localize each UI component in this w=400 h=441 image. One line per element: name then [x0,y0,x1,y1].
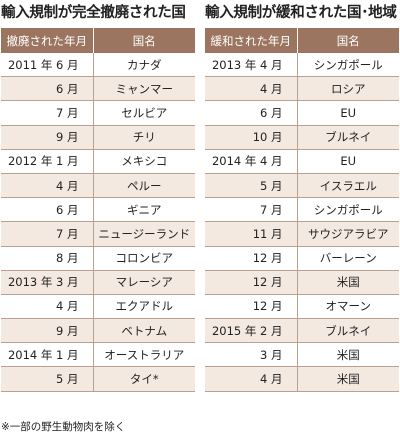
row-country: ロシア [297,76,399,102]
row-country: バーレーン [297,246,399,271]
table-row: 6 月 EU [205,100,399,126]
table-row: 9 月チリ [1,125,195,150]
row-date: 4 月 [205,76,298,102]
row-date: 2013 年 4 月 [205,53,298,78]
table-row: 4 月ロシア [205,76,399,102]
row-date: 4 月 [1,294,94,320]
table-row: 6 月ギニア [1,197,195,223]
abolished-table-body: 2011 年 6 月カナダ 6 月ミャンマー 7 月セルビア 9 月チリ 2012 年 … [1,53,195,392]
row-country: ニュージーランド [93,221,195,247]
row-date: 2012 年 1 月 [1,149,94,174]
row-country: エクアドル [93,294,195,320]
row-country: オーストラリア [93,342,195,368]
row-country: 米国 [297,270,399,295]
row-country: EU [297,100,399,126]
column-header-date: 緩和された年月 [205,28,298,53]
row-date: 12 月 [205,294,298,320]
table-row: 7 月シンガポール [205,197,399,223]
row-country: サウジアラビア [297,221,399,247]
table-row: 2013 年 4 月シンガポール [205,53,399,78]
row-country: ギニア [93,197,195,223]
row-date: 12 月 [205,270,298,295]
row-date: 6 月 [205,100,298,126]
table-row: 6 月ミャンマー [1,76,195,102]
row-date: 2015 年 2 月 [205,318,298,344]
row-country: ブルネイ [297,125,399,150]
row-country: オマーン [297,294,399,320]
table-row: 5 月イスラエル [205,173,399,199]
row-country: シンガポール [297,197,399,223]
column-header-country: 国名 [297,28,399,53]
table-row: 4 月米国 [205,366,399,392]
row-date: 2013 年 3 月 [1,270,94,295]
row-date: 9 月 [1,125,94,150]
table-row: 2015 年 2 月ブルネイ [205,318,399,344]
row-country: シンガポール [297,53,399,78]
row-country: コロンビア [93,246,195,271]
eased-table-body: 2013 年 4 月シンガポール 4 月ロシア 6 月 EU 10 月ブルネイ 2014 … [205,53,399,392]
row-country: カナダ [93,53,195,78]
row-date: 4 月 [1,173,94,199]
table-row: 12 月米国 [205,270,399,295]
table-row: 2011 年 6 月カナダ [1,53,195,78]
table-row: 2013 年 3 月マレーシア [1,270,195,295]
footnote: ※一部の野生動物肉を除く [1,421,126,433]
row-date: 7 月 [1,221,94,247]
table-row: 8 月コロンビア [1,246,195,271]
row-country: ミャンマー [93,76,195,102]
row-country: ペルー [93,173,195,199]
row-date: 6 月 [1,197,94,223]
table-row: 2014 年 4 月 EU [205,149,399,174]
table-header-row: 撤廃された年月 国名 [1,28,195,53]
row-country: マレーシア [93,270,195,295]
table-row: 12 月オマーン [205,294,399,320]
row-date: 5 月 [1,366,94,392]
row-date: 9 月 [1,318,94,344]
table-row: 2012 年 1 月メキシコ [1,149,195,174]
row-date: 10 月 [205,125,298,150]
eased-title: 輸入規制が緩和された国･地域 [205,5,397,21]
row-date: 2014 年 1 月 [1,342,94,368]
row-date: 12 月 [205,246,298,271]
row-country: メキシコ [93,149,195,174]
table-row: 5 月タイ* [1,366,195,392]
column-header-country: 国名 [93,28,195,53]
table-header-row: 緩和された年月 国名 [205,28,399,53]
row-date: 7 月 [1,100,94,126]
row-country: ブルネイ [297,318,399,344]
row-country: ベトナム [93,318,195,344]
row-date: 5 月 [205,173,298,199]
column-header-date: 撤廃された年月 [1,28,94,53]
table-row: 4 月エクアドル [1,294,195,320]
table-row: 12 月バーレーン [205,246,399,271]
row-country: セルビア [93,100,195,126]
table-row: 3 月米国 [205,342,399,368]
table-row: 7 月ニュージーランド [1,221,195,247]
abolished-table: 撤廃された年月 国名 2011 年 6 月カナダ 6 月ミャンマー 7 月セルビア 9… [1,28,195,392]
row-date: 2014 年 4 月 [205,149,298,174]
row-date: 8 月 [1,246,94,271]
table-row: 7 月セルビア [1,100,195,126]
row-date: 2011 年 6 月 [1,53,94,78]
row-date: 3 月 [205,342,298,368]
row-date: 6 月 [1,76,94,102]
row-country: イスラエル [297,173,399,199]
row-country: チリ [93,125,195,150]
row-country: タイ* [93,366,195,392]
table-row: 11 月サウジアラビア [205,221,399,247]
eased-panel: 輸入規制が緩和された国･地域 緩和された年月 国名 2013 年 4 月シンガポ… [205,0,399,392]
row-country: 米国 [297,342,399,368]
row-date: 4 月 [205,366,298,392]
row-date: 7 月 [205,197,298,223]
table-row: 2014 年 1 月オーストラリア [1,342,195,368]
eased-table: 緩和された年月 国名 2013 年 4 月シンガポール 4 月ロシア 6 月 EU 10… [205,28,399,392]
row-date: 11 月 [205,221,298,247]
table-row: 4 月ペルー [1,173,195,199]
row-country: EU [297,149,399,174]
table-row: 10 月ブルネイ [205,125,399,150]
row-country: 米国 [297,366,399,392]
table-row: 9 月ベトナム [1,318,195,344]
abolished-title: 輸入規制が完全撤廃された国 [1,5,186,21]
abolished-panel: 輸入規制が完全撤廃された国 撤廃された年月 国名 2011 年 6 月カナダ 6 … [1,0,195,392]
